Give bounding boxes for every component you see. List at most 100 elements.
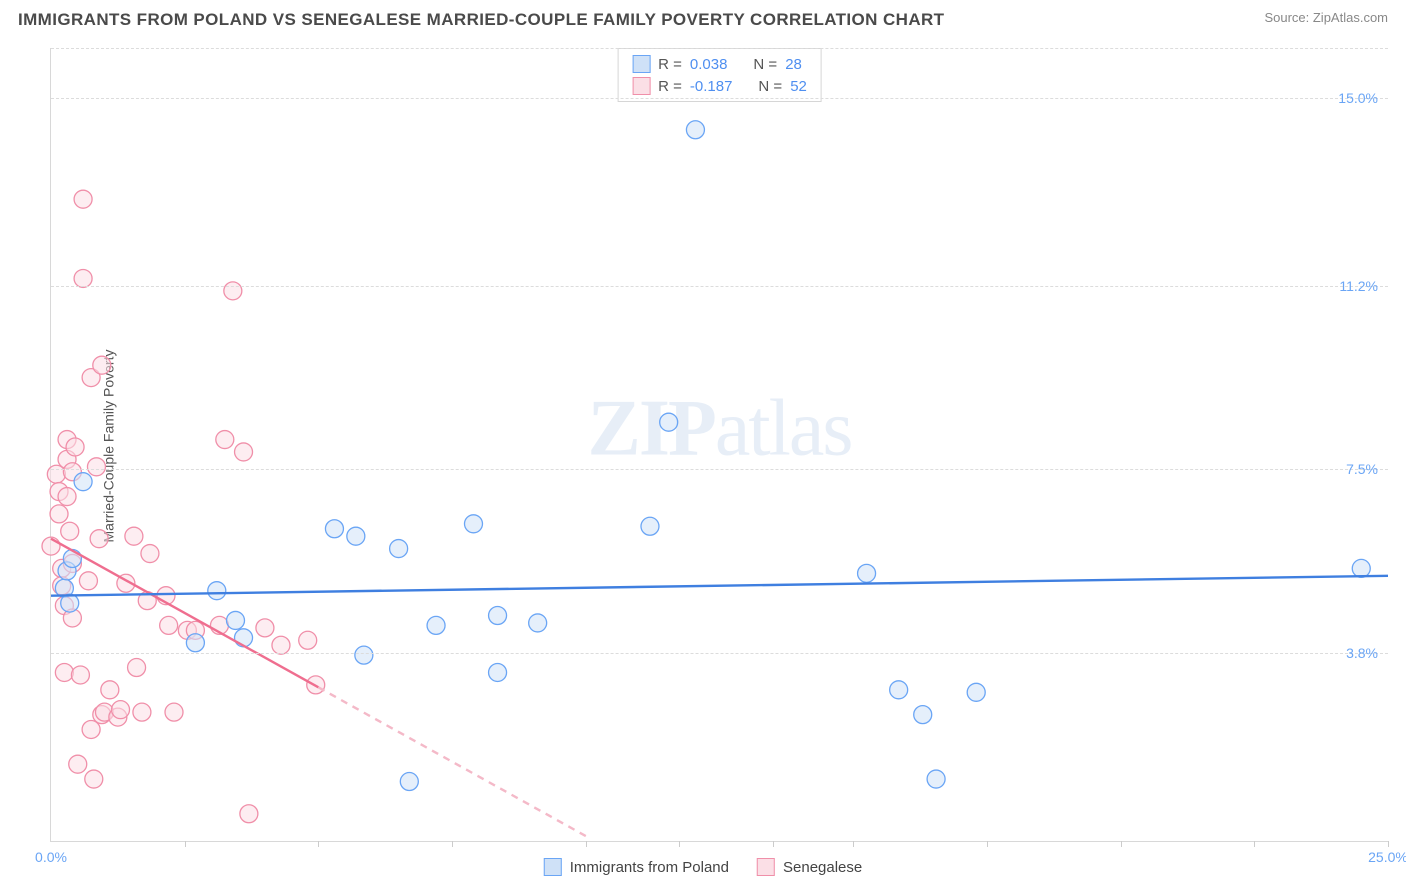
chart-title: IMMIGRANTS FROM POLAND VS SENEGALESE MAR… — [18, 10, 944, 30]
data-point — [165, 703, 183, 721]
data-point — [256, 619, 274, 637]
r-value-poland: 0.038 — [690, 56, 728, 73]
data-point — [967, 683, 985, 701]
data-point — [55, 663, 73, 681]
data-point — [686, 121, 704, 139]
swatch-poland-icon — [544, 858, 562, 876]
data-point — [325, 520, 343, 538]
data-point — [66, 438, 84, 456]
data-point — [390, 540, 408, 558]
plot-area: ZIPatlas R = 0.038 N = 28 R = -0.187 N =… — [50, 48, 1388, 842]
legend-item-poland: Immigrants from Poland — [544, 858, 729, 876]
swatch-senegalese — [632, 77, 650, 95]
legend-label-senegalese: Senegalese — [783, 859, 862, 876]
data-point — [355, 646, 373, 664]
data-point — [235, 443, 253, 461]
data-point — [133, 703, 151, 721]
data-point — [224, 282, 242, 300]
data-point — [641, 517, 659, 535]
data-point — [208, 582, 226, 600]
legend-item-senegalese: Senegalese — [757, 858, 862, 876]
gridline — [51, 653, 1388, 654]
x-tick — [679, 841, 680, 847]
n-value-senegalese: 52 — [790, 78, 807, 95]
data-point — [186, 634, 204, 652]
n-value-poland: 28 — [785, 56, 802, 73]
y-tick-label: 3.8% — [1346, 645, 1378, 661]
legend-row-poland: R = 0.038 N = 28 — [632, 53, 807, 75]
trend-line — [51, 576, 1388, 596]
data-point — [660, 413, 678, 431]
data-point — [74, 473, 92, 491]
data-point — [240, 805, 258, 823]
data-point — [529, 614, 547, 632]
trend-line — [51, 539, 318, 688]
data-point — [927, 770, 945, 788]
data-point — [50, 505, 68, 523]
y-tick-label: 15.0% — [1338, 90, 1378, 106]
data-point — [216, 431, 234, 449]
legend-label-poland: Immigrants from Poland — [570, 859, 729, 876]
data-point — [1352, 559, 1370, 577]
data-point — [128, 659, 146, 677]
x-tick — [318, 841, 319, 847]
data-point — [299, 631, 317, 649]
gridline — [51, 48, 1388, 49]
data-point — [63, 549, 81, 567]
data-point — [87, 458, 105, 476]
data-point — [101, 681, 119, 699]
data-point — [90, 530, 108, 548]
data-point — [227, 611, 245, 629]
data-point — [58, 488, 76, 506]
x-tick — [586, 841, 587, 847]
x-tick-label: 0.0% — [35, 849, 67, 865]
series-legend: Immigrants from Poland Senegalese — [544, 858, 862, 876]
gridline — [51, 286, 1388, 287]
x-tick — [1388, 841, 1389, 847]
data-point — [69, 755, 87, 773]
x-tick — [452, 841, 453, 847]
data-point — [347, 527, 365, 545]
x-tick — [1254, 841, 1255, 847]
data-point — [464, 515, 482, 533]
x-tick — [853, 841, 854, 847]
swatch-senegalese-icon — [757, 858, 775, 876]
swatch-poland — [632, 55, 650, 73]
data-point — [489, 606, 507, 624]
x-tick — [987, 841, 988, 847]
data-point — [79, 572, 97, 590]
x-tick — [773, 841, 774, 847]
scatter-svg — [51, 48, 1388, 841]
data-point — [427, 616, 445, 634]
legend-row-senegalese: R = -0.187 N = 52 — [632, 75, 807, 97]
data-point — [93, 356, 111, 374]
r-value-senegalese: -0.187 — [690, 78, 733, 95]
data-point — [71, 666, 89, 684]
data-point — [400, 773, 418, 791]
correlation-legend: R = 0.038 N = 28 R = -0.187 N = 52 — [617, 48, 822, 102]
data-point — [125, 527, 143, 545]
data-point — [74, 190, 92, 208]
data-point — [112, 701, 130, 719]
gridline — [51, 98, 1388, 99]
y-tick-label: 11.2% — [1339, 278, 1378, 294]
data-point — [914, 706, 932, 724]
data-point — [74, 269, 92, 287]
trend-line — [318, 687, 585, 836]
x-tick — [1121, 841, 1122, 847]
data-point — [141, 545, 159, 563]
data-point — [890, 681, 908, 699]
x-tick-label: 25.0% — [1368, 849, 1406, 865]
data-point — [61, 594, 79, 612]
data-point — [235, 629, 253, 647]
data-point — [489, 663, 507, 681]
x-tick — [185, 841, 186, 847]
chart-source: Source: ZipAtlas.com — [1264, 10, 1388, 25]
data-point — [160, 616, 178, 634]
data-point — [272, 636, 290, 654]
data-point — [858, 564, 876, 582]
gridline — [51, 469, 1388, 470]
data-point — [61, 522, 79, 540]
data-point — [85, 770, 103, 788]
y-tick-label: 7.5% — [1346, 461, 1378, 477]
